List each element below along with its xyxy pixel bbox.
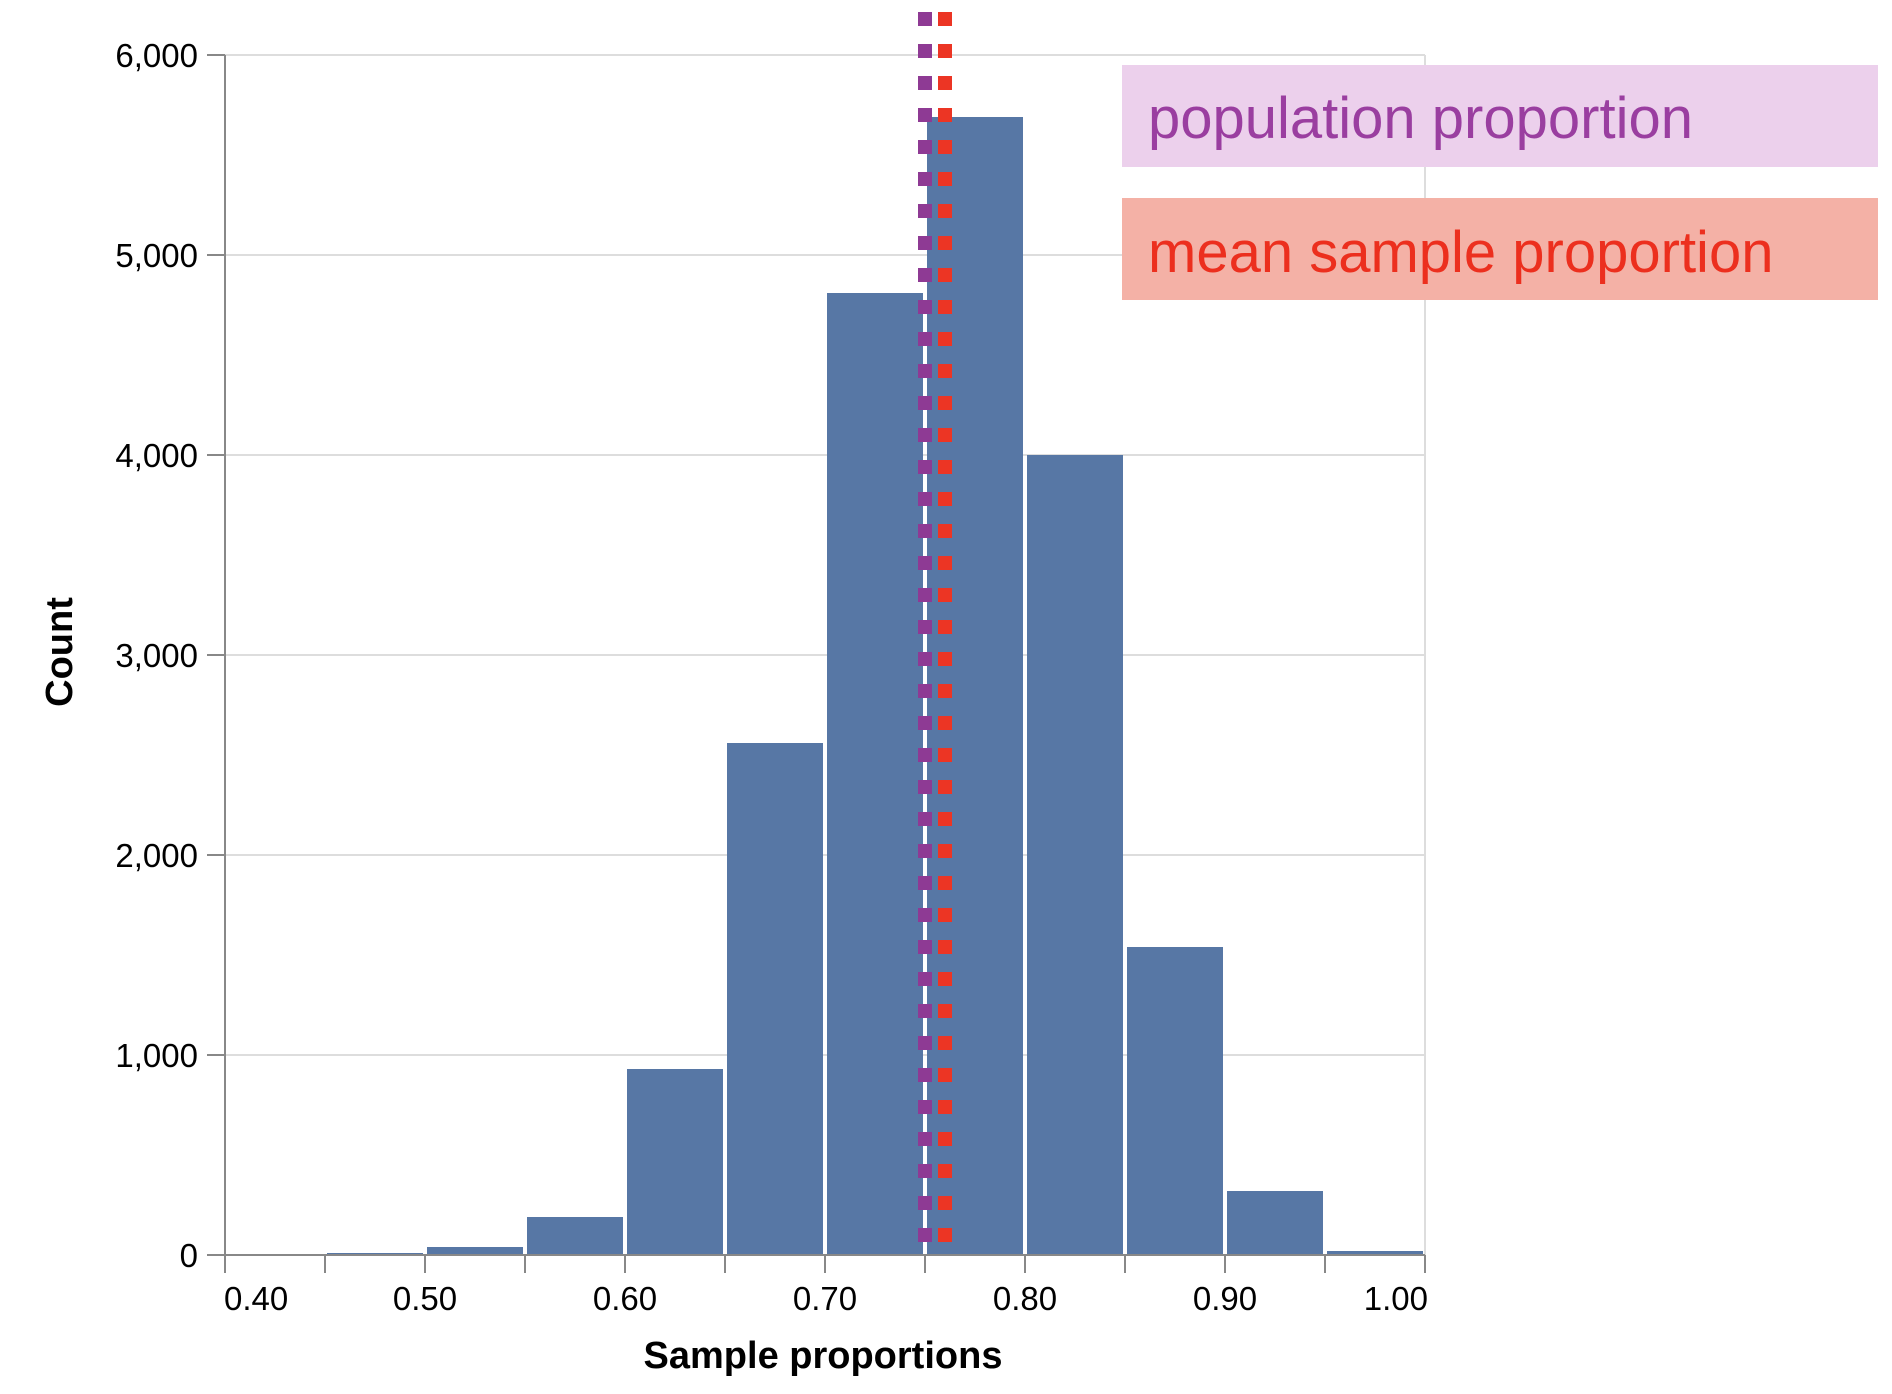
x-axis-title: Sample proportions	[644, 1335, 1003, 1377]
grid-lines	[225, 54, 1426, 1256]
y-tick-label-5: 5,000	[115, 237, 198, 274]
y-axis-ticks: 0 1,000 2,000 3,000 4,000 5,000 6,000	[115, 37, 225, 1274]
y-tick-label-0: 0	[180, 1237, 198, 1274]
y-tick-label-1: 1,000	[115, 1037, 198, 1074]
x-tick-label-12: 1.00	[1364, 1280, 1428, 1317]
x-tick-label-10: 0.90	[1193, 1280, 1257, 1317]
y-tick-label-2: 2,000	[115, 837, 198, 874]
histogram-bar-5	[727, 743, 823, 1255]
legend-label-mean-sample-proportion: mean sample proportion	[1148, 220, 1773, 285]
histogram-bar-3	[527, 1217, 623, 1255]
x-tick-label-6: 0.70	[793, 1280, 857, 1317]
legend-entry-mean-sample: mean sample proportion	[1122, 198, 1878, 300]
legend-entry-population: population proportion	[1122, 65, 1878, 167]
reference-lines	[918, 12, 952, 1255]
x-tick-label-8: 0.80	[993, 1280, 1057, 1317]
histogram-bar-4	[627, 1069, 723, 1255]
histogram-bar-2	[427, 1247, 523, 1255]
histogram-bar-10	[1227, 1191, 1323, 1255]
legend: population proportion mean sample propor…	[1122, 65, 1878, 300]
legend-background-population	[1122, 65, 1878, 167]
y-tick-label-4: 4,000	[115, 437, 198, 474]
histogram-bars	[327, 117, 1423, 1255]
x-axis-ticks: 0.40 0.50 0.60 0.70 0.80 0.90 1.00	[224, 1255, 1428, 1317]
legend-background-mean-sample	[1122, 198, 1878, 300]
y-tick-label-6: 6,000	[115, 37, 198, 74]
y-axis-title: Count	[39, 597, 81, 707]
histogram-bar-8	[1027, 455, 1123, 1255]
x-tick-label-4: 0.60	[593, 1280, 657, 1317]
legend-label-population-proportion: population proportion	[1148, 86, 1693, 151]
histogram-bar-6	[827, 293, 923, 1255]
x-tick-label-2: 0.50	[393, 1280, 457, 1317]
y-tick-label-3: 3,000	[115, 637, 198, 674]
histogram-bar-11	[1327, 1251, 1423, 1255]
x-tick-label-0: 0.40	[224, 1280, 288, 1317]
histogram-bar-9	[1127, 947, 1223, 1255]
